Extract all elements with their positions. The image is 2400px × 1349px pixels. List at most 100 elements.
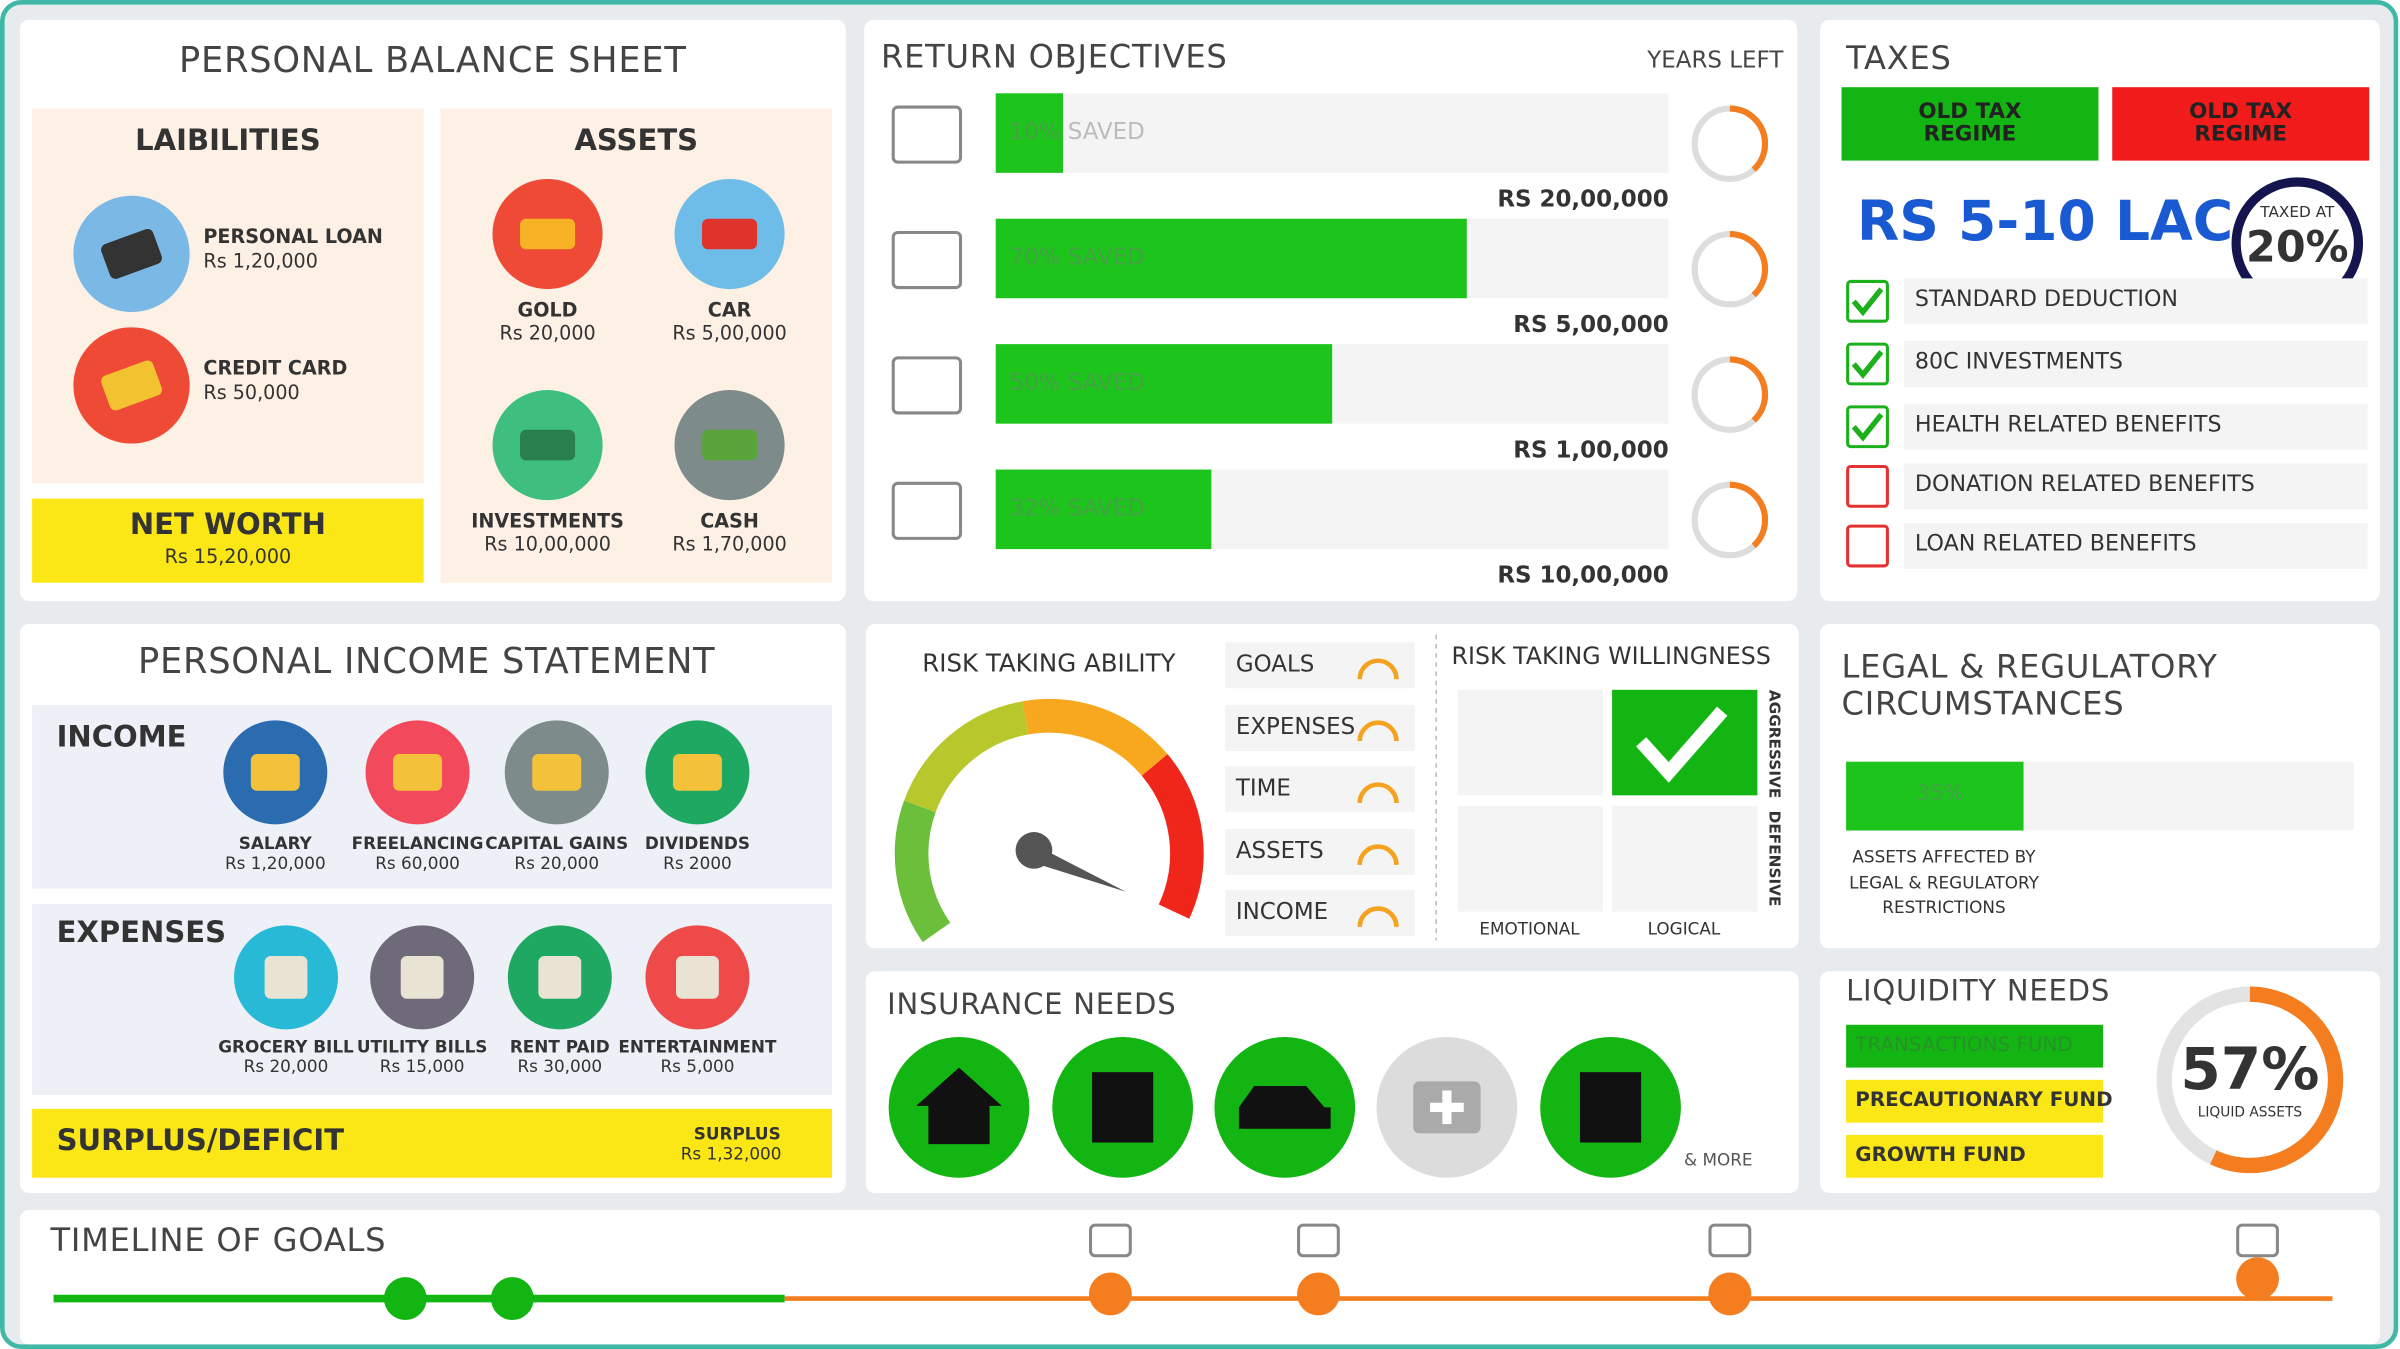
- progress-fill: [995, 344, 1333, 424]
- benefit-row: [1904, 278, 2368, 325]
- item-name: INVESTMENTS: [471, 509, 624, 533]
- item-name: ENTERTAINMENT: [618, 1037, 777, 1057]
- gauge-needle: [1021, 838, 1126, 892]
- item-amount: Rs 20,000: [514, 853, 600, 874]
- progress-label: 32% SAVED: [1009, 494, 1145, 522]
- y-label: DEFENSIVE: [1765, 810, 1782, 907]
- checkbox: [1846, 524, 1889, 568]
- panel-title: INSURANCE NEEDS: [887, 988, 1177, 1022]
- checkmark: [1851, 350, 1884, 379]
- progress-fill: [995, 469, 1212, 550]
- tax-rate: 20%: [2246, 221, 2349, 273]
- icon-glyph: [393, 754, 443, 791]
- item-name: CAPITAL GAINS: [485, 833, 629, 854]
- item-amount: Rs 1,70,000: [672, 532, 787, 556]
- item-name: GOLD: [517, 298, 578, 322]
- surplus-label: SURPLUS/DEFICIT: [56, 1124, 345, 1158]
- icon-glyph: [264, 955, 308, 999]
- item-amount: Rs 5,00,000: [672, 321, 787, 345]
- legal-caption: ASSETS AFFECTED BY LEGAL & REGULATORY RE…: [1849, 847, 2039, 918]
- timeline-dot: [1089, 1272, 1132, 1316]
- y-label: AGGRESSIVE: [1765, 689, 1782, 799]
- checkbox: [1846, 342, 1889, 386]
- icon-glyph: [1579, 1072, 1642, 1143]
- progress-track: [995, 93, 1669, 173]
- icon-glyph: [1238, 1085, 1331, 1129]
- fund-bar: [1846, 1134, 2104, 1178]
- benefit-label: HEALTH RELATED BENEFITS: [1914, 412, 2222, 438]
- timeline-dot: [383, 1277, 427, 1320]
- benefit-label: LOAN RELATED BENEFITS: [1914, 532, 2197, 557]
- goal-target: RS 1,00,000: [1513, 435, 1669, 464]
- factor-row: [1225, 890, 1415, 937]
- item-name: RENT PAID: [509, 1037, 610, 1057]
- panel-title: RETURN OBJECTIVES: [880, 38, 1228, 75]
- icon-glyph: [532, 754, 582, 791]
- panel-title: LEGAL & REGULATORY: [1841, 648, 2218, 686]
- regime-button: OLD TAX REGIME: [1841, 87, 2099, 161]
- icon-glyph: [1092, 1072, 1154, 1143]
- progress-fill: [995, 93, 1064, 173]
- progress-fill: [995, 218, 1467, 299]
- goal-icon: [1297, 1223, 1340, 1258]
- item-amount: Rs 20,000: [243, 1056, 329, 1077]
- item-amount: Rs 20,000: [499, 321, 596, 345]
- item-amount: Rs 15,000: [379, 1056, 465, 1077]
- factor-label: ASSETS: [1235, 835, 1324, 864]
- mini-gauge: [1357, 658, 1399, 680]
- benefit-row: [1904, 523, 2368, 569]
- panel-title: PERSONAL BALANCE SHEET: [179, 41, 687, 82]
- x-label: EMOTIONAL: [1479, 919, 1580, 940]
- fund-bar: [1846, 1024, 2104, 1068]
- panel-title: RISK TAKING ABILITY: [922, 648, 1176, 678]
- liquid-value: 57%: [2180, 1035, 2320, 1103]
- goal-icon: [891, 105, 963, 164]
- goal-icon: [891, 230, 963, 290]
- fund-label: PRECAUTIONARY FUND: [1855, 1089, 2113, 1112]
- item-amount: Rs 1,20,000: [203, 249, 318, 273]
- item-name: UTILITY BILLS: [356, 1037, 488, 1057]
- goal-target: RS 5,00,000: [1513, 310, 1669, 339]
- willingness-cell: [1612, 806, 1758, 912]
- liquid-arc: [2156, 986, 2344, 1174]
- goal-target: RS 20,00,000: [1497, 185, 1669, 213]
- progress-fill: [1846, 761, 2024, 831]
- icon-glyph: [520, 218, 576, 250]
- benefit-row: [1904, 463, 2368, 510]
- mini-gauge: [1357, 782, 1399, 804]
- surplus-amount: Rs 1,32,000: [680, 1144, 782, 1164]
- x-label: LOGICAL: [1647, 919, 1721, 940]
- tax-bracket: RS 5-10 LAC: [1856, 191, 2234, 254]
- factor-label: GOALS: [1235, 650, 1315, 678]
- fund-bar: [1846, 1079, 2104, 1123]
- icon-glyph: [676, 955, 719, 999]
- item-name: PERSONAL LOAN: [203, 224, 383, 248]
- progress-label: 35%: [1916, 781, 1965, 807]
- net-worth-label: NET WORTH: [129, 507, 326, 542]
- item-name: GROCERY BILL: [218, 1037, 354, 1057]
- checkbox: [1846, 405, 1889, 449]
- timeline-dot: [490, 1277, 534, 1320]
- icon-glyph: [1430, 1090, 1464, 1125]
- net-worth-amount: Rs 15,20,000: [164, 544, 292, 568]
- willingness-cell: [1457, 689, 1603, 796]
- panel-title: PERSONAL INCOME STATEMENT: [138, 642, 716, 683]
- item-amount: Rs 10,00,000: [484, 532, 611, 556]
- checkmark: [1636, 706, 1728, 783]
- goal-icon: [1089, 1223, 1132, 1258]
- surplus-caption: SURPLUS: [693, 1124, 781, 1145]
- item-amount: Rs 60,000: [375, 853, 460, 874]
- icon-glyph: [702, 218, 758, 250]
- gauge-segment: [1141, 754, 1204, 919]
- icon-glyph: [672, 754, 722, 791]
- icon-glyph: [400, 955, 444, 999]
- section-title: INCOME: [56, 720, 187, 755]
- item-name: SALARY: [238, 833, 312, 854]
- item-name: FREELANCING: [351, 833, 484, 854]
- gauge-segment: [894, 800, 951, 943]
- icon-glyph: [702, 429, 758, 461]
- years-ring-arc: [1691, 230, 1769, 308]
- item-name: DIVIDENDS: [644, 833, 751, 854]
